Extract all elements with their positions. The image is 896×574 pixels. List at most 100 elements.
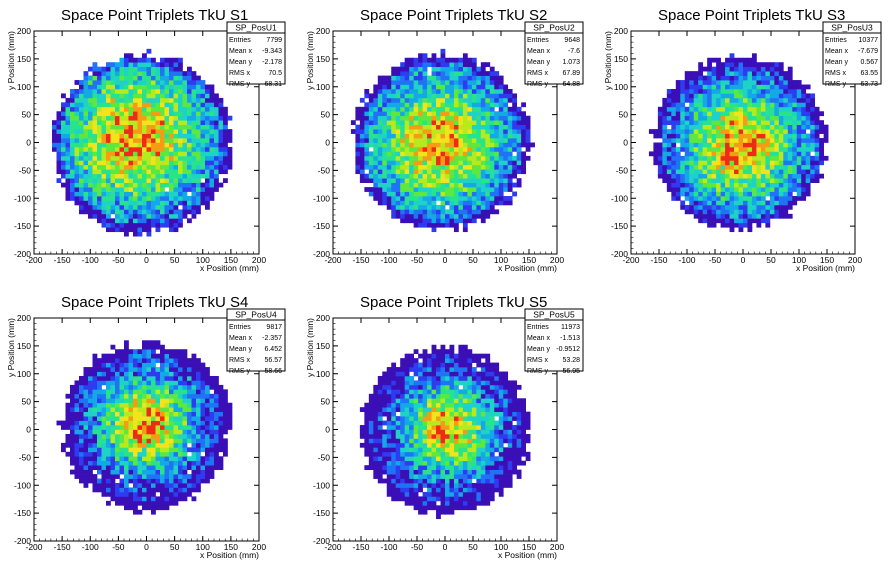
heatmap-cell: [218, 182, 224, 188]
heatmap-cell: [119, 138, 125, 143]
heatmap-cell: [720, 111, 726, 117]
heatmap-cell: [142, 416, 147, 421]
heatmap-cell: [155, 178, 161, 183]
heatmap-cell: [747, 191, 753, 197]
heatmap-cell: [503, 106, 509, 112]
heatmap-cell: [83, 407, 89, 413]
heatmap-cell: [693, 204, 699, 210]
heatmap-cell: [92, 200, 98, 206]
heatmap-cell: [160, 344, 165, 350]
heatmap-cell: [765, 88, 771, 94]
heatmap-cell: [462, 106, 468, 112]
heatmap-cell: [653, 142, 659, 148]
heatmap-cell: [160, 120, 165, 126]
heatmap-cell: [453, 169, 459, 175]
heatmap-cell: [783, 129, 789, 134]
heatmap-cell: [391, 151, 397, 157]
heatmap-cell: [182, 474, 188, 479]
heatmap-cell: [689, 129, 695, 134]
heatmap-cell: [169, 429, 174, 435]
heatmap-cell: [395, 191, 401, 197]
heatmap-cell: [680, 187, 686, 192]
heatmap-cell: [128, 80, 134, 85]
heatmap-cell: [74, 433, 80, 439]
heatmap-cell: [155, 398, 161, 404]
heatmap-cell: [191, 71, 197, 76]
heatmap-cell: [61, 93, 66, 99]
heatmap-cell: [164, 200, 170, 206]
heatmap-cell: [404, 187, 410, 192]
heatmap-cell: [814, 178, 820, 183]
heatmap-cell: [205, 160, 210, 166]
heatmap-cell: [489, 111, 495, 117]
heatmap-cell: [449, 80, 455, 85]
heatmap-cell: [119, 353, 125, 359]
heatmap-cell: [778, 151, 784, 157]
heatmap-cell: [707, 66, 712, 72]
heatmap-cell: [725, 191, 730, 197]
heatmap-cell: [137, 353, 143, 359]
heatmap-cell: [83, 456, 89, 462]
heatmap-cell: [422, 88, 428, 94]
heatmap-cell: [124, 433, 129, 439]
heatmap-cell: [494, 178, 500, 183]
heatmap-cell: [734, 84, 739, 90]
heatmap-cell: [88, 213, 93, 219]
heatmap-cell: [418, 187, 423, 192]
heatmap-cell: [503, 111, 509, 117]
y-tick-label: -100: [14, 193, 31, 203]
heatmap-cell: [666, 142, 672, 148]
heatmap-cell: [128, 133, 134, 139]
heatmap-cell: [355, 124, 361, 130]
heatmap-cell: [521, 120, 526, 126]
heatmap-cell: [462, 120, 468, 126]
y-tick-label: 0: [325, 138, 330, 148]
heatmap-cell: [422, 218, 428, 224]
heatmap-cell: [128, 93, 134, 99]
heatmap-cell: [729, 169, 735, 175]
heatmap-cell: [92, 389, 98, 395]
heatmap-cell: [106, 196, 111, 201]
heatmap-cell: [702, 133, 708, 139]
heatmap-cell: [119, 120, 125, 126]
heatmap-cell: [65, 438, 71, 444]
heatmap-cell: [476, 80, 482, 85]
heatmap-cell: [680, 200, 686, 206]
heatmap-cell: [110, 478, 116, 484]
heatmap-cell: [74, 460, 80, 466]
heatmap-cell: [787, 75, 793, 81]
heatmap-cell: [494, 169, 500, 175]
heatmap-cell: [97, 106, 102, 112]
heatmap-cell: [97, 425, 102, 430]
heatmap-cell: [427, 138, 432, 143]
heatmap-cell: [485, 178, 491, 183]
heatmap-cell: [119, 496, 125, 502]
heatmap-cell: [79, 425, 84, 430]
heatmap-cell: [783, 138, 789, 143]
heatmap-cell: [200, 173, 206, 179]
heatmap-cell: [698, 169, 704, 175]
heatmap-cell: [146, 178, 152, 183]
heatmap-cell: [693, 124, 699, 130]
heatmap-cell: [418, 178, 423, 183]
heatmap-cell: [760, 62, 766, 68]
heatmap-cell: [146, 209, 152, 215]
heatmap-cell: [805, 120, 811, 126]
heatmap-cell: [418, 120, 423, 126]
heatmap-cell: [205, 84, 210, 90]
heatmap-cell: [476, 164, 482, 170]
heatmap-cell: [769, 178, 775, 183]
heatmap-cell: [765, 222, 771, 228]
heatmap-cell: [137, 367, 143, 372]
heatmap-cell: [146, 196, 152, 201]
heatmap-cell: [187, 402, 192, 408]
heatmap-cell: [386, 120, 392, 126]
heatmap-cell: [74, 196, 80, 201]
heatmap-cell: [119, 124, 125, 130]
heatmap-cell: [707, 115, 712, 121]
heatmap-cell: [88, 433, 93, 439]
heatmap-cell: [725, 209, 730, 215]
heatmap-cell: [783, 191, 789, 197]
heatmap-cell: [160, 429, 165, 435]
heatmap-cell: [106, 451, 111, 457]
